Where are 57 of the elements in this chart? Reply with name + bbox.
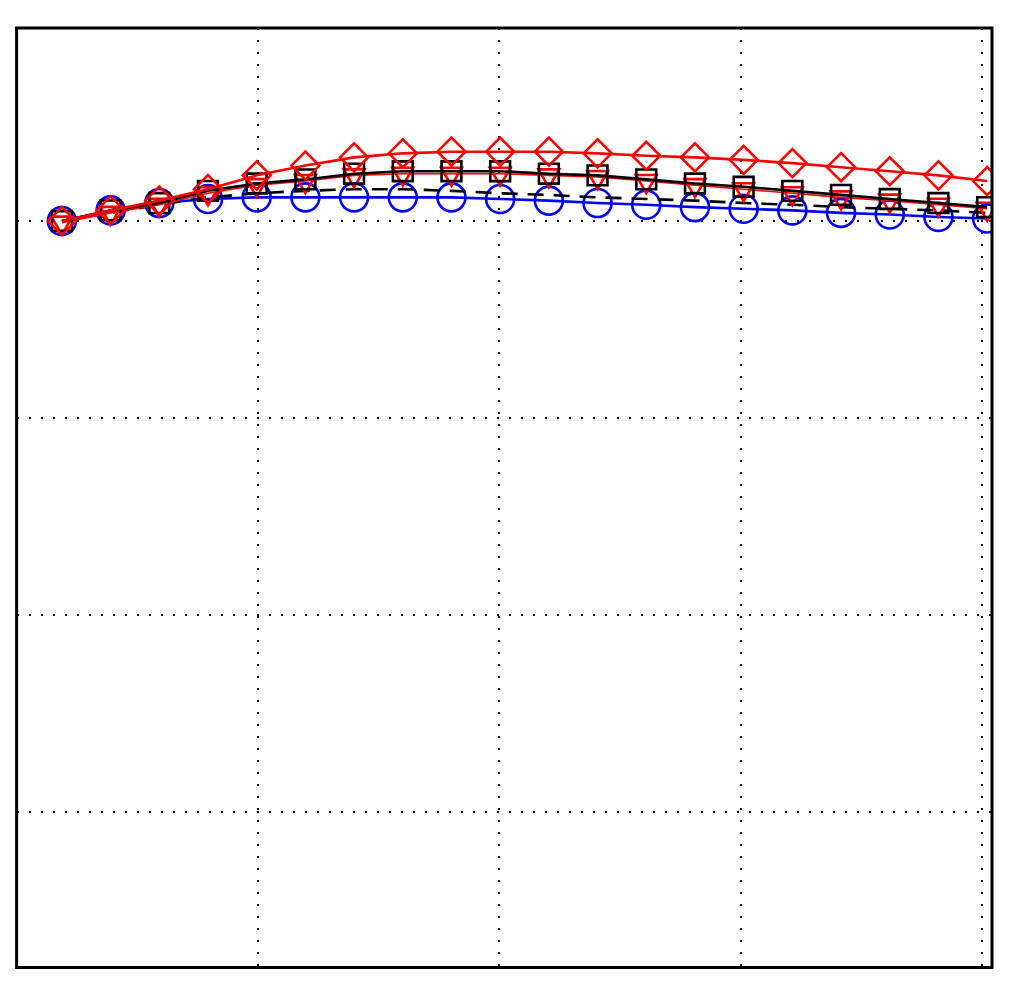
point [488, 166, 512, 188]
point [537, 162, 561, 185]
point [387, 182, 419, 213]
point [533, 136, 565, 167]
point [630, 189, 662, 220]
point [484, 136, 516, 167]
point [192, 173, 224, 205]
point [585, 169, 610, 191]
point [293, 173, 318, 195]
point [436, 182, 467, 213]
point [338, 182, 370, 213]
point [825, 197, 857, 229]
point [732, 175, 755, 198]
point [537, 168, 561, 189]
point [829, 190, 853, 211]
point [731, 181, 756, 203]
point [586, 164, 609, 187]
point [874, 155, 906, 187]
point [436, 136, 467, 167]
point [829, 183, 853, 207]
point [342, 162, 366, 185]
point [338, 142, 370, 173]
point [290, 150, 321, 181]
point [679, 142, 711, 173]
point [781, 179, 804, 203]
point [439, 166, 464, 188]
point [387, 138, 419, 169]
point [927, 191, 950, 215]
point [484, 183, 516, 215]
point [777, 147, 808, 179]
point [630, 140, 662, 172]
point [728, 144, 759, 176]
point [241, 160, 272, 191]
point [192, 183, 224, 215]
point [634, 173, 658, 195]
point [683, 177, 707, 199]
point [241, 182, 272, 213]
point [780, 185, 805, 207]
point [391, 160, 414, 183]
point [777, 195, 808, 226]
point [391, 166, 415, 188]
point [825, 151, 857, 183]
point [488, 160, 512, 183]
point [728, 193, 759, 225]
point [533, 185, 565, 216]
point [582, 187, 613, 219]
point [923, 160, 954, 191]
point [635, 168, 658, 191]
point [342, 168, 366, 189]
point [878, 187, 901, 211]
point [290, 182, 321, 213]
point [874, 199, 906, 230]
point [582, 138, 613, 169]
point [683, 172, 707, 195]
point [679, 191, 711, 223]
point [294, 168, 317, 191]
point [440, 160, 463, 183]
